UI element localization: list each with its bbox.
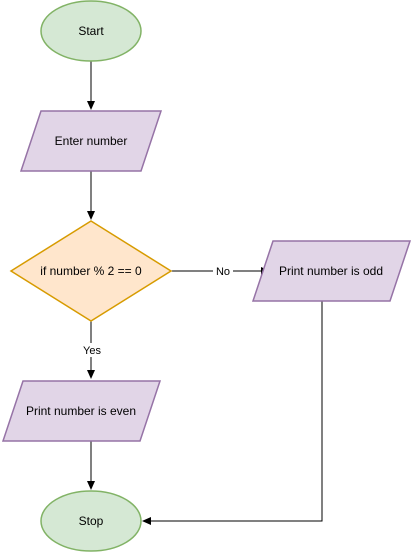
start-ellipse [40,0,142,62]
edge-odd-to-stop [142,301,323,525]
node-decision[interactable]: if number % 2 == 0 [9,220,173,322]
decision-diamond [9,220,173,322]
edge-label-yes: Yes [83,345,101,357]
print-odd-parallelogram [251,240,412,302]
input-label: Enter number [55,134,128,148]
node-start[interactable]: Start [40,0,142,62]
node-stop[interactable]: Stop [40,490,142,552]
print-odd-label: Print number is odd [279,264,383,278]
yes-label-bg [80,343,104,357]
input-parallelogram [19,110,163,172]
stop-ellipse [40,490,142,552]
start-label: Start [78,24,104,38]
stop-label: Stop [79,514,104,528]
print-even-label: Print number is even [26,404,136,418]
node-input[interactable]: Enter number [19,110,163,172]
node-print-odd[interactable]: Print number is odd [251,240,412,302]
print-even-parallelogram [1,380,162,442]
no-label-bg [213,264,233,278]
edge-label-no: No [216,266,230,278]
decision-label: if number % 2 == 0 [40,264,142,278]
node-print-even[interactable]: Print number is even [1,380,162,442]
